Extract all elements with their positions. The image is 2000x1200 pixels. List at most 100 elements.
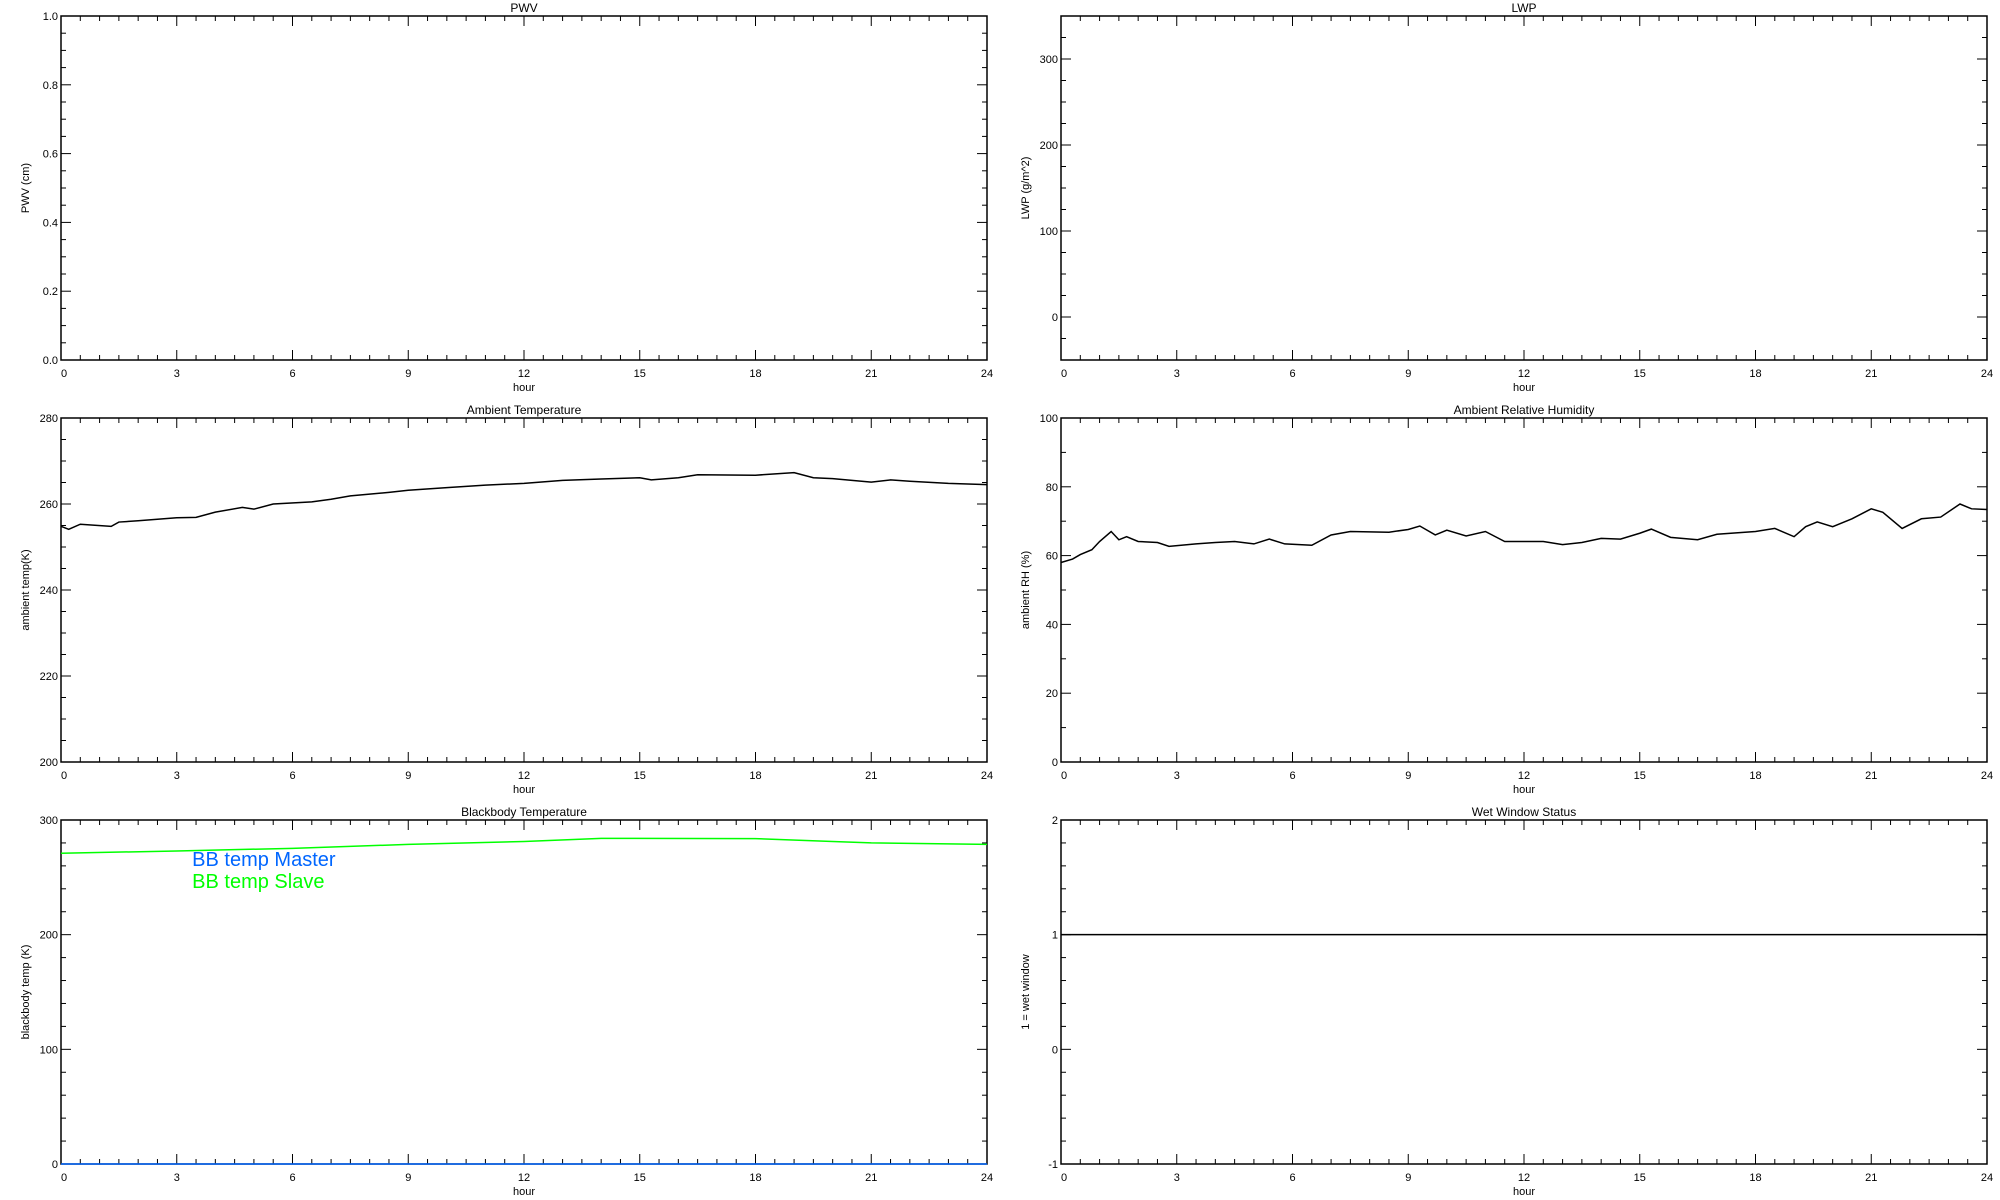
x-tick-label: 18 (749, 368, 761, 380)
x-tick-label: 15 (634, 770, 646, 782)
x-tick-label: 24 (981, 770, 993, 782)
x-tick-label: 0 (1061, 368, 1067, 380)
x-tick-label: 21 (1865, 368, 1877, 380)
plot-frame (1060, 15, 1988, 361)
y-tick-label: 60 (1046, 551, 1058, 563)
x-tick-label: 9 (405, 368, 411, 380)
y-tick-label: 0.4 (43, 217, 58, 229)
x-tick-label: 12 (1518, 770, 1530, 782)
x-tick-label: 18 (1749, 368, 1761, 380)
x-axis-label: hour (1513, 784, 1535, 796)
y-tick-label: 200 (1040, 140, 1058, 152)
plot-frame (1060, 417, 1988, 763)
x-tick-label: 15 (1634, 368, 1646, 380)
y-tick-label: 220 (40, 671, 58, 683)
y-tick-label: 0 (1052, 1044, 1058, 1056)
y-tick-label: 0.8 (43, 80, 58, 92)
x-tick-label: 3 (174, 1172, 180, 1184)
x-axis-label: hour (513, 1186, 535, 1198)
y-axis-label: ambient temp(K) (20, 549, 32, 630)
legend-entry: BB temp Slave (192, 871, 324, 893)
x-tick-label: 24 (1981, 368, 1993, 380)
x-axis-label: hour (1513, 1186, 1535, 1198)
x-tick-label: 9 (405, 1172, 411, 1184)
chart-wet-window-status: Wet Window Status hour 1 = wet window 0 3 6 9 1… (1020, 805, 1993, 1198)
x-tick-label: 3 (174, 368, 180, 380)
y-tick-label: 2 (1052, 815, 1058, 827)
y-tick-label: 0.6 (43, 149, 58, 161)
y-tick-label: 100 (1040, 226, 1058, 238)
x-tick-label: 6 (289, 368, 295, 380)
x-tick-label: 12 (518, 770, 530, 782)
y-tick-label: 280 (40, 413, 58, 425)
chart-title: Ambient Relative Humidity (1454, 403, 1595, 417)
y-axis-label: blackbody temp (K) (20, 945, 32, 1040)
chart-ambient-temperature: Ambient Temperature hour ambient temp(K) 0 3… (20, 403, 993, 796)
x-tick-label: 3 (174, 770, 180, 782)
y-tick-label: 20 (1046, 688, 1058, 700)
x-tick-label: 15 (1634, 770, 1646, 782)
y-tick-label: 1.0 (43, 11, 58, 23)
x-tick-label: 12 (518, 368, 530, 380)
x-tick-label: 18 (749, 1172, 761, 1184)
y-tick-label: 240 (40, 585, 58, 597)
y-tick-label: 260 (40, 499, 58, 511)
x-tick-label: 24 (981, 1172, 993, 1184)
x-tick-label: 6 (1289, 368, 1295, 380)
y-tick-label: 300 (1040, 54, 1058, 66)
plot-frame (60, 417, 988, 763)
x-tick-label: 12 (518, 1172, 530, 1184)
x-tick-label: 21 (865, 1172, 877, 1184)
x-tick-label: 0 (61, 1172, 67, 1184)
y-axis-label: PWV (cm) (20, 163, 32, 213)
chart-title: Ambient Temperature (467, 403, 582, 417)
x-axis-label: hour (1513, 382, 1535, 394)
y-axis-label: LWP (g/m^2) (1020, 157, 1032, 220)
chart-ambient-relative-humidity: Ambient Relative Humidity hour ambient RH … (1020, 403, 1993, 796)
series-line-1 (60, 837, 988, 855)
y-tick-label: -1 (1048, 1159, 1058, 1171)
x-tick-label: 12 (1518, 368, 1530, 380)
x-axis-label: hour (513, 784, 535, 796)
x-tick-label: 21 (1865, 1172, 1877, 1184)
y-tick-label: 1 (1052, 930, 1058, 942)
x-tick-label: 3 (1174, 1172, 1180, 1184)
chart-title: Blackbody Temperature (461, 805, 587, 819)
chart-lwp: LWP hour LWP (g/m^2) 0 3 6 9 12 15 18 21 24 0 100 200 3… (1020, 1, 1993, 394)
x-tick-label: 3 (1174, 368, 1180, 380)
x-tick-label: 6 (289, 770, 295, 782)
y-tick-label: 80 (1046, 482, 1058, 494)
x-tick-label: 0 (61, 770, 67, 782)
x-tick-label: 24 (981, 368, 993, 380)
y-axis-label: ambient RH (%) (1020, 551, 1032, 629)
x-tick-label: 24 (1981, 1172, 1993, 1184)
series-line-0 (60, 471, 988, 531)
y-tick-label: 200 (40, 757, 58, 769)
x-tick-label: 9 (1405, 1172, 1411, 1184)
x-tick-label: 3 (1174, 770, 1180, 782)
x-tick-label: 9 (1405, 368, 1411, 380)
x-tick-label: 21 (1865, 770, 1877, 782)
y-tick-label: 200 (40, 930, 58, 942)
plot-frame (1060, 819, 1988, 1165)
chart-pwv: PWV hour PWV (cm) 0 3 6 9 12 15 18 21 24 0.0 0.2 0.4 0.… (20, 1, 993, 394)
y-tick-label: 0 (1052, 312, 1058, 324)
x-tick-label: 18 (1749, 1172, 1761, 1184)
x-tick-label: 24 (1981, 770, 1993, 782)
x-tick-label: 15 (1634, 1172, 1646, 1184)
plot-frame (60, 15, 988, 361)
x-tick-label: 21 (865, 368, 877, 380)
x-tick-label: 0 (61, 368, 67, 380)
x-tick-label: 6 (1289, 770, 1295, 782)
y-tick-label: 0 (52, 1159, 58, 1171)
chart-title: Wet Window Status (1472, 805, 1576, 819)
x-axis-label: hour (513, 382, 535, 394)
x-tick-label: 18 (749, 770, 761, 782)
y-tick-label: 100 (40, 1044, 58, 1056)
y-tick-label: 40 (1046, 619, 1058, 631)
y-tick-label: 0.2 (43, 286, 58, 298)
x-tick-label: 15 (634, 368, 646, 380)
x-tick-label: 6 (1289, 1172, 1295, 1184)
x-tick-label: 9 (405, 770, 411, 782)
